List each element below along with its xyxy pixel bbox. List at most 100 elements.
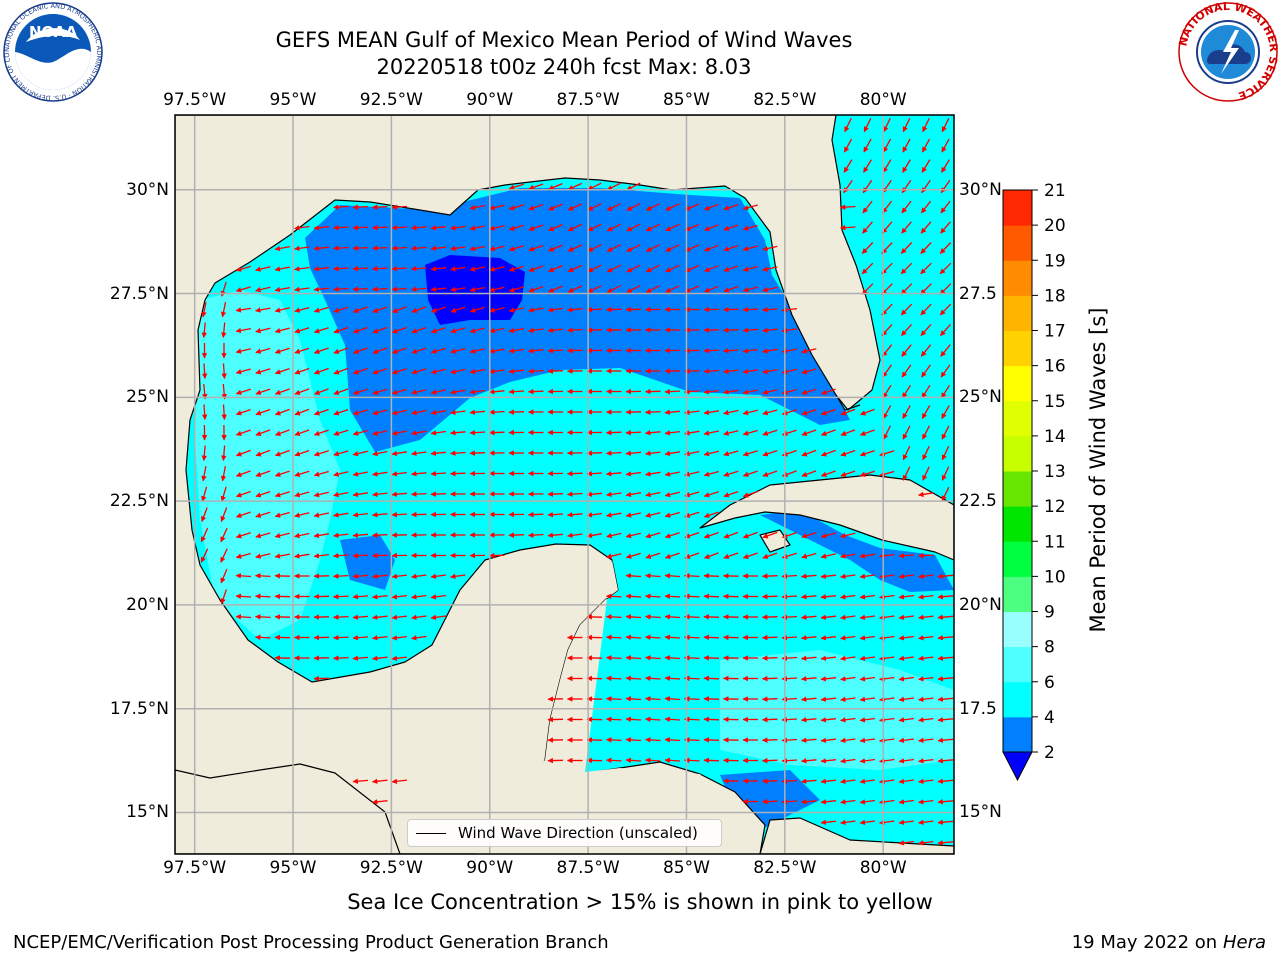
wave-direction-arrow [703,450,719,457]
wave-direction-arrow [372,347,388,354]
wave-direction-arrow [527,368,544,374]
wave-direction-arrow [566,512,583,518]
wave-direction-arrow [547,347,564,354]
wave-direction-arrow [489,327,505,334]
wave-direction-arrow [918,717,934,723]
wave-direction-arrow [882,179,892,194]
wave-direction-arrow [220,568,228,584]
lat-tick-label: 30°N [959,179,1002,200]
wave-direction-arrow [859,655,875,662]
wave-direction-arrow [587,244,602,252]
wave-direction-arrow [528,285,544,293]
wave-direction-arrow [508,348,524,354]
wave-direction-arrow [859,429,875,436]
wave-direction-arrow [902,405,911,419]
wave-direction-arrow [235,348,251,354]
lat-tick-label: 22.5°N [109,491,169,512]
wave-direction-arrow [626,285,641,293]
period-6-8s-caribbean [720,650,954,770]
wave-direction-arrow [352,265,369,272]
wave-direction-arrow [918,655,934,662]
colorbar-tick-label: 2 [1044,743,1055,763]
wave-direction-arrow [606,553,622,559]
wave-direction-arrow [902,425,911,440]
wave-direction-arrow [411,573,427,580]
wave-direction-arrow [332,204,349,210]
wave-direction-arrow [644,614,661,620]
wave-direction-arrow [742,389,759,395]
wave-direction-arrow [664,532,680,539]
wave-direction-arrow [274,266,291,272]
wave-direction-arrow [371,512,388,518]
land [175,115,954,854]
colorbar-tick-label: 8 [1044,638,1055,658]
wave-direction-arrow [221,363,227,380]
wave-direction-arrow [742,327,759,333]
wave-direction-arrow [859,676,875,682]
wave-direction-arrow [548,265,563,273]
wave-direction-arrow [235,388,251,395]
wave-direction-arrow [235,368,251,375]
wave-direction-arrow [879,635,895,641]
wave-direction-arrow [625,471,641,477]
wave-direction-arrow [313,225,330,231]
wave-direction-arrow [548,285,563,293]
wave-direction-arrow [410,245,427,251]
colorbar-bin [1003,435,1032,472]
wave-direction-arrow [665,285,680,293]
wave-direction-arrow [820,696,837,702]
wave-direction-arrow [902,159,911,173]
lon-tick-label: 82.5°W [753,90,817,110]
wave-direction-arrow [586,512,602,518]
wave-direction-arrow [605,429,622,436]
wave-direction-arrow [762,389,778,395]
wave-direction-arrow [917,552,934,559]
wave-direction-arrow [587,264,602,273]
wave-direction-arrow [921,138,931,153]
wave-direction-arrow [201,404,208,421]
wave-direction-arrow [586,306,603,313]
wave-direction-arrow [274,286,291,293]
wave-direction-arrow [352,286,369,292]
wave-direction-arrow [644,634,661,641]
wave-direction-arrow [820,676,837,682]
wave-direction-arrow [430,573,446,580]
wave-direction-arrow [255,408,271,416]
wave-direction-arrow [469,204,486,211]
wave-direction-arrow [235,552,251,559]
wave-direction-arrow [566,307,583,313]
wave-direction-arrow [332,593,349,600]
wave-direction-arrow [644,430,661,436]
lon-tick-label: 97.5°W [163,858,227,878]
colorbar-tick-label: 18 [1044,286,1066,306]
wave-direction-arrow [901,364,912,378]
wave-direction-arrow [488,429,505,436]
wave-direction-arrow [820,717,837,723]
wave-direction-arrow [352,429,368,436]
wind-wave-arrows [200,118,954,846]
wave-direction-arrow [644,593,661,600]
wave-direction-arrow [861,283,874,295]
wave-direction-arrow [665,223,680,232]
wave-direction-arrow [937,676,954,682]
wave-direction-arrow [840,470,856,477]
wave-direction-arrow [371,778,388,784]
wave-direction-arrow [587,182,602,191]
wave-direction-arrow [898,614,914,621]
wave-direction-arrow [722,347,739,354]
wave-direction-arrow [352,614,369,620]
wave-direction-arrow [941,118,950,133]
wave-direction-arrow [625,573,642,579]
wave-direction-arrow [313,327,329,334]
wave-direction-arrow [742,429,758,436]
wave-direction-arrow [859,696,875,703]
wave-direction-arrow [255,347,271,354]
wave-direction-arrow [508,245,524,252]
map-frame [174,114,955,855]
wave-direction-arrow [527,388,544,395]
wave-direction-arrow [235,449,251,457]
noaa-logo: NATIONAL OCEANIC AND ATMOSPHERIC ADMINIS… [2,2,103,102]
colorbar-bin [1003,646,1032,683]
wave-direction-arrow [879,737,895,744]
wave-direction-arrow [489,245,505,252]
